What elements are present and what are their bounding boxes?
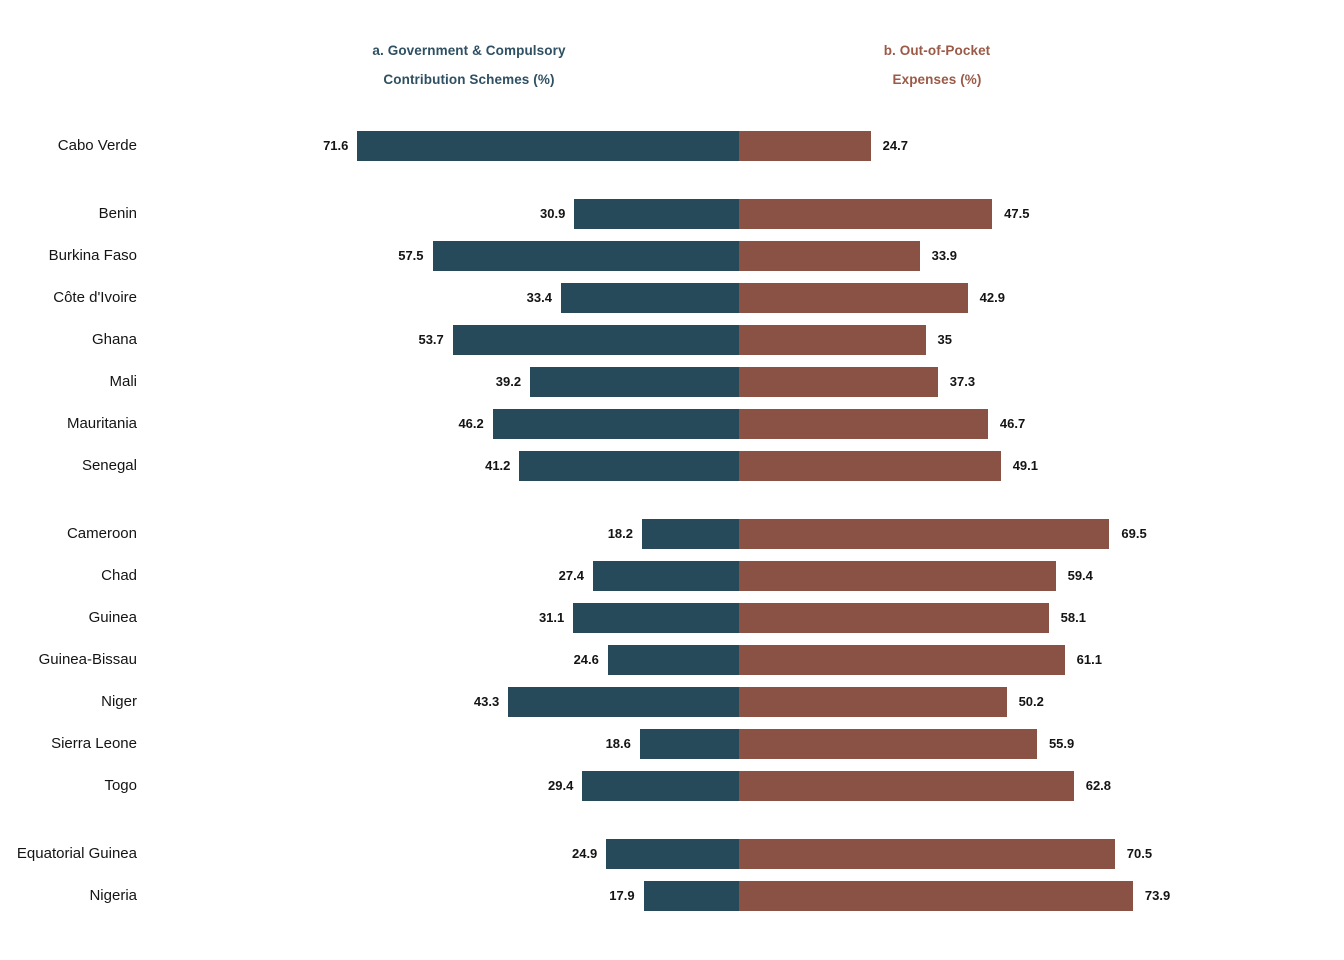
gov-value-label: 27.4	[558, 568, 584, 583]
oop-value-label: 62.8	[1085, 778, 1112, 793]
gov-bar	[592, 561, 739, 591]
oop-value-label: 61.1	[1076, 652, 1102, 667]
oop-value-label: 50.2	[1018, 694, 1044, 709]
legend-oop-line2: Expenses (%)	[892, 72, 982, 87]
gov-value-label: 53.7	[418, 332, 444, 347]
gov-value-label: 39.2	[495, 374, 522, 389]
oop-bar	[739, 451, 1001, 481]
oop-bar	[739, 283, 968, 313]
oop-value-label: 70.5	[1126, 846, 1153, 861]
country-label: Guinea-Bissau	[38, 651, 137, 668]
legend-gov-line1: a. Government & Compulsory	[372, 43, 566, 58]
gov-value-label: 17.9	[609, 888, 635, 903]
gov-value-label: 24.6	[573, 652, 599, 667]
country-label: Benin	[98, 205, 137, 222]
oop-value-label: 33.9	[931, 248, 957, 263]
country-label: Sierra Leone	[51, 735, 137, 752]
gov-value-label: 18.6	[605, 736, 631, 751]
oop-value-label: 49.1	[1012, 458, 1038, 473]
gov-bar	[582, 771, 739, 801]
country-label: Côte d'Ivoire	[53, 289, 137, 306]
gov-value-label: 41.2	[485, 458, 511, 473]
oop-bar	[739, 519, 1110, 549]
gov-value-label: 30.9	[540, 206, 566, 221]
gov-bar	[492, 409, 739, 439]
oop-bar	[739, 603, 1049, 633]
oop-bar	[739, 131, 871, 161]
oop-value-label: 46.7	[999, 416, 1026, 431]
gov-bar	[357, 131, 739, 161]
legend-gov-line2: Contribution Schemes (%)	[383, 72, 555, 87]
gov-bar	[607, 645, 739, 675]
oop-bar	[739, 367, 938, 397]
oop-value-label: 58.1	[1060, 610, 1086, 625]
oop-bar	[739, 771, 1074, 801]
country-label: Burkina Faso	[48, 247, 137, 264]
gov-value-label: 43.3	[473, 694, 500, 709]
gov-bar	[573, 603, 739, 633]
gov-bar	[639, 729, 739, 759]
gov-bar	[508, 687, 739, 717]
oop-value-label: 42.9	[979, 290, 1005, 305]
country-label: Mali	[109, 373, 137, 390]
country-label: Cabo Verde	[57, 137, 137, 154]
oop-value-label: 69.5	[1121, 526, 1147, 541]
oop-bar	[739, 881, 1133, 911]
country-label: Togo	[104, 777, 137, 794]
oop-bar	[739, 645, 1065, 675]
gov-bar	[432, 241, 739, 271]
gov-bar	[606, 839, 739, 869]
gov-bar	[574, 199, 739, 229]
oop-bar	[739, 839, 1115, 869]
oop-bar	[739, 325, 926, 355]
legend-oop-line1: b. Out-of-Pocket	[883, 43, 991, 58]
gov-bar	[530, 367, 739, 397]
country-label: Niger	[101, 693, 137, 710]
oop-value-label: 35	[937, 332, 953, 347]
gov-bar	[519, 451, 739, 481]
country-label: Ghana	[91, 331, 137, 348]
country-label: Mauritania	[66, 415, 137, 432]
oop-value-label: 73.9	[1144, 888, 1171, 903]
gov-value-label: 71.6	[323, 138, 349, 153]
country-label: Guinea	[88, 609, 137, 626]
gov-bar	[641, 519, 739, 549]
legend-gov-header: a. Government & Compulsory Contribution …	[289, 36, 649, 94]
gov-bar	[643, 881, 739, 911]
country-label: Equatorial Guinea	[16, 845, 137, 862]
country-label: Nigeria	[89, 887, 137, 904]
gov-value-label: 46.2	[458, 416, 484, 431]
oop-value-label: 24.7	[882, 138, 908, 153]
oop-bar	[739, 687, 1007, 717]
oop-value-label: 47.5	[1004, 206, 1030, 221]
gov-value-label: 18.2	[607, 526, 633, 541]
gov-value-label: 33.4	[526, 290, 552, 305]
oop-value-label: 59.4	[1067, 568, 1093, 583]
legend-oop-header: b. Out-of-Pocket Expenses (%)	[757, 36, 1117, 94]
gov-value-label: 24.9	[571, 846, 598, 861]
gov-value-label: 29.4	[548, 778, 574, 793]
country-label: Cameroon	[66, 525, 137, 542]
oop-value-label: 55.9	[1048, 736, 1075, 751]
oop-bar	[739, 199, 993, 229]
oop-bar	[739, 729, 1037, 759]
gov-value-label: 57.5	[398, 248, 424, 263]
gov-value-label: 31.1	[538, 610, 565, 625]
oop-bar	[739, 561, 1056, 591]
oop-bar	[739, 241, 920, 271]
gov-bar	[560, 283, 739, 313]
oop-bar	[739, 409, 988, 439]
country-label: Senegal	[81, 457, 137, 474]
gov-bar	[452, 325, 739, 355]
oop-value-label: 37.3	[949, 374, 976, 389]
country-label: Chad	[101, 567, 137, 584]
